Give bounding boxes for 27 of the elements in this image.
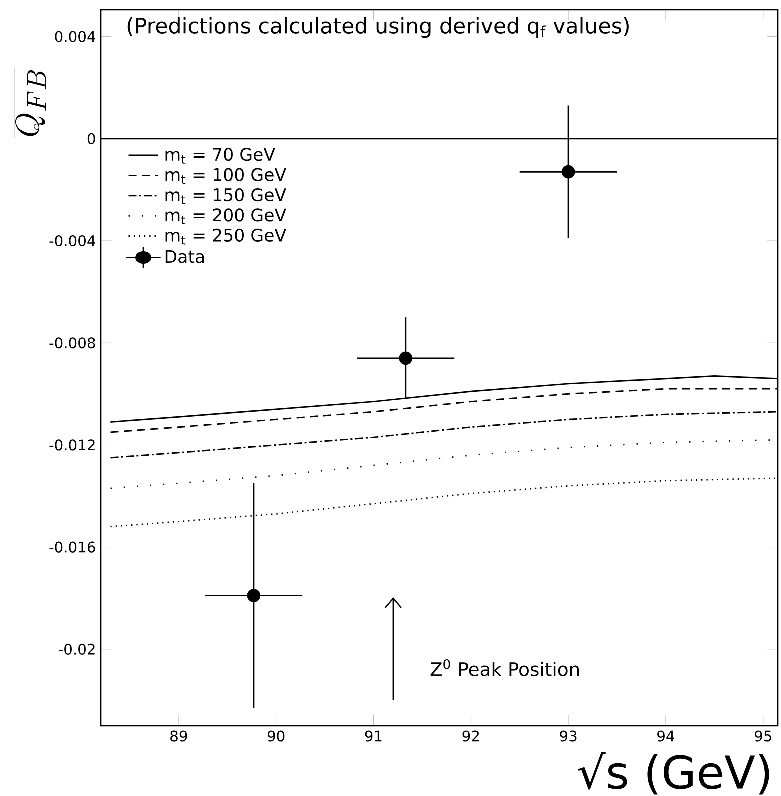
x-tick-label: 95	[754, 730, 772, 742]
x-tick-label: 91	[365, 730, 382, 742]
x-tick-label: 94	[658, 730, 674, 742]
x-tick-label: 93	[560, 730, 577, 742]
legend-label: m$_{t}$ = 200 GeV	[166, 208, 286, 225]
y-tick-label: -0.004	[50, 235, 96, 247]
point	[399, 352, 413, 366]
chart-title: (Predictions calculated using derived q$_{f}$ values)	[128, 17, 629, 38]
y-axis-title: $\overline{Q_{FB}}$	[14, 68, 46, 138]
point	[247, 589, 261, 602]
legend-label: m$_{t}$ = 70 GeV	[166, 148, 276, 164]
x-tick-label: 89	[170, 730, 188, 742]
y-tick-label: 0.004	[55, 31, 96, 42]
x-tick-label: 92	[462, 730, 480, 742]
point	[562, 165, 576, 179]
legend-label: m$_{t}$ = 250 GeV	[166, 228, 286, 245]
x-tick-label: 90	[268, 730, 285, 742]
legend-label: Data	[166, 250, 204, 264]
annotation: Z$^{0}$ Peak Position	[430, 660, 580, 676]
y-tick-label: -0.016	[50, 542, 96, 553]
y-tick-label: -0.02	[59, 644, 95, 655]
y-tick-label: -0.012	[50, 440, 95, 451]
y-tick-label: 0	[88, 133, 96, 144]
x-axis-title: √s (GeV)	[578, 752, 770, 795]
legend-label: m$_{t}$ = 100 GeV	[166, 168, 286, 184]
y-tick-label: -0.008	[50, 338, 96, 349]
legend-label: m$_{t}$ = 150 GeV	[166, 188, 286, 204]
